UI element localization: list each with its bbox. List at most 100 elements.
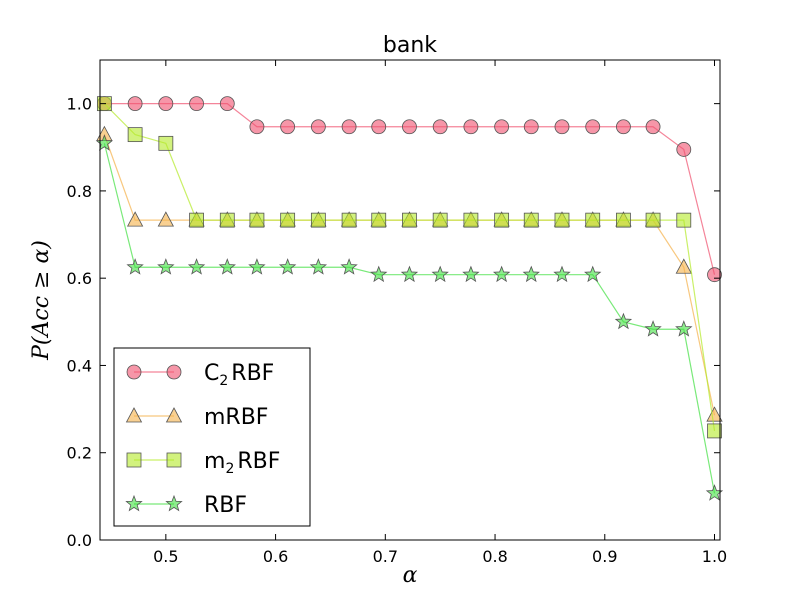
legend-marker (165, 407, 183, 423)
legend-box (113, 347, 311, 527)
data-point (341, 119, 357, 135)
data-point (280, 119, 296, 135)
legend-label: mRBF (204, 405, 268, 430)
legend-marker (126, 364, 142, 380)
data-point (553, 265, 571, 283)
data-point (494, 119, 510, 135)
x-tick-label: 0.5 (153, 547, 178, 566)
data-point (370, 265, 388, 283)
y-tick-label: 0.0 (67, 531, 92, 550)
data-point (644, 320, 662, 337)
data-point (463, 119, 479, 135)
data-point (432, 119, 448, 135)
data-point (310, 212, 326, 228)
legend-marker (165, 494, 183, 512)
data-point (127, 96, 143, 112)
legend-item-C2RBF: C2 RBF (126, 361, 274, 389)
y-tick-label: 0.8 (67, 182, 92, 201)
data-point (676, 212, 692, 228)
series-RBF (95, 134, 724, 501)
data-point (309, 258, 328, 275)
chart-title: bank (383, 33, 437, 58)
data-point (340, 258, 358, 275)
legend-marker (166, 364, 182, 380)
legend-item-m2RBF: m2 RBF (126, 449, 280, 477)
data-point (95, 134, 114, 151)
data-point (462, 265, 480, 283)
series-C2RBF (96, 96, 722, 283)
data-point (675, 258, 692, 274)
plot-area (95, 96, 724, 501)
data-point (585, 119, 601, 135)
data-point (219, 96, 235, 112)
plot-frame (99, 59, 721, 541)
data-point (707, 267, 722, 283)
data-point (400, 265, 419, 283)
legend-label: RBF (204, 493, 247, 518)
x-tick-label: 0.8 (482, 547, 507, 566)
data-point (158, 96, 174, 112)
data-point (675, 320, 693, 337)
data-point (219, 212, 235, 228)
data-point (157, 211, 175, 227)
data-point (371, 212, 387, 228)
legend-marker (125, 407, 143, 423)
data-point (157, 258, 175, 275)
legend: C2 RBF mRBF m2 RBF RBF (113, 347, 311, 527)
data-point (584, 265, 602, 283)
x-tick-label: 1.0 (702, 547, 727, 566)
y-tick-label: 1.0 (67, 95, 92, 114)
legend-marker (125, 494, 143, 512)
data-point (278, 258, 297, 275)
data-point (494, 212, 510, 228)
data-point (158, 135, 174, 151)
data-point (248, 258, 266, 275)
data-point (645, 212, 661, 228)
legend-label: m2 RBF (204, 449, 280, 477)
data-point (189, 96, 204, 112)
data-point (402, 119, 417, 135)
legend-marker (166, 452, 182, 468)
data-point (707, 423, 722, 439)
data-point (614, 312, 633, 330)
legend-label: C2 RBF (204, 361, 274, 389)
y-axis-label: P(Acc ≥ α) (29, 240, 54, 361)
data-point (127, 127, 143, 143)
data-point (126, 211, 144, 227)
y-tick-label: 0.6 (67, 269, 92, 288)
data-point (126, 258, 144, 275)
data-point (554, 119, 570, 135)
legend-item-mRBF: mRBF (125, 405, 268, 430)
x-tick-label: 0.9 (592, 547, 617, 566)
data-point (249, 212, 265, 228)
data-point (189, 212, 204, 228)
data-point (280, 212, 296, 228)
data-point (522, 265, 540, 283)
data-point (676, 142, 692, 157)
x-tick-label: 0.6 (263, 547, 288, 566)
data-point (585, 212, 601, 228)
data-point (492, 265, 511, 283)
data-point (431, 265, 449, 283)
data-point (402, 212, 417, 228)
data-point (187, 258, 206, 275)
data-point (249, 119, 265, 135)
data-point (310, 119, 326, 135)
data-point (218, 258, 236, 275)
series-m2RBF (96, 96, 722, 439)
data-point (645, 119, 661, 135)
axis-ticks: 0.5 0.6 0.7 0.8 0.9 1.0 0.0 0.2 0.4 0.6 0.8 1.0 (67, 60, 727, 566)
data-point (341, 212, 357, 228)
data-point (616, 119, 631, 135)
x-tick-label: 0.7 (373, 547, 398, 566)
legend-marker (126, 452, 142, 468)
data-point (371, 119, 387, 135)
data-point (706, 406, 723, 422)
x-axis-label: α (403, 563, 418, 588)
data-point (616, 212, 631, 228)
data-point (463, 212, 479, 228)
legend-item-RBF: RBF (125, 493, 247, 518)
y-tick-label: 0.4 (67, 356, 92, 375)
data-point (523, 212, 539, 228)
